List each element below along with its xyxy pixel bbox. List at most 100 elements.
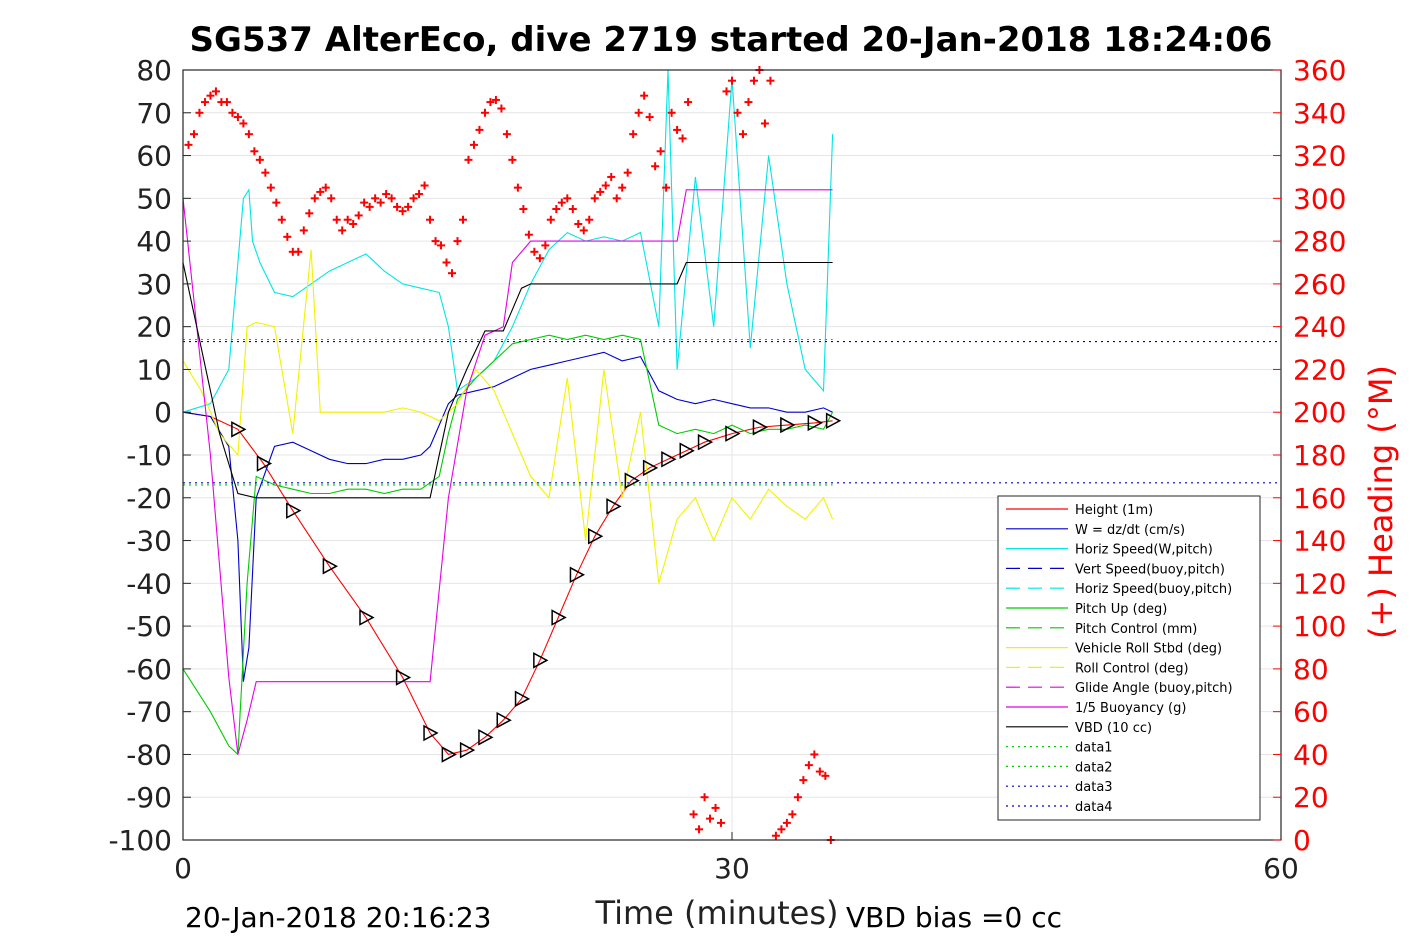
y-right-tick-label: 140 (1293, 525, 1346, 558)
heading-marker (546, 215, 555, 224)
heading-marker (662, 183, 671, 192)
heading-marker (491, 95, 500, 104)
heading-marker (541, 241, 550, 250)
heading-marker (327, 194, 336, 203)
legend-label: Glide Angle (buoy,pitch) (1075, 681, 1233, 696)
height-marker (231, 421, 247, 438)
y-axis-left: 80 70 60 50 40 30 20 10 0 -10 -20 -30 -40 -50 -60 -70 -8… (108, 54, 191, 857)
y-tick-label: 80 (136, 54, 172, 87)
y-right-tick-label: 260 (1293, 268, 1346, 301)
heading-marker (678, 134, 687, 143)
y-right-tick-label: 220 (1293, 353, 1346, 386)
legend-label: Horiz Speed(W,pitch) (1075, 543, 1213, 558)
y-right-tick-label: 0 (1293, 824, 1311, 857)
heading-marker (629, 130, 638, 139)
heading-marker (667, 108, 676, 117)
height-marker (606, 498, 622, 515)
heading-marker (711, 803, 720, 812)
heading-marker (673, 125, 682, 134)
height-marker (286, 502, 302, 519)
heading-marker (332, 215, 341, 224)
heading-marker (486, 98, 495, 107)
heading-marker (513, 183, 522, 192)
legend-label: data4 (1075, 800, 1113, 815)
y-tick-label: -30 (126, 525, 172, 558)
heading-marker (305, 209, 314, 218)
heading-marker (530, 247, 539, 256)
heading-marker (453, 237, 462, 246)
heading-marker (706, 814, 715, 823)
heading-marker (535, 254, 544, 263)
heading-marker (821, 771, 830, 780)
height-marker (752, 418, 769, 436)
y-tick-label: 60 (136, 140, 172, 173)
heading-marker (766, 76, 775, 85)
x-axis-label: Time (minutes) (595, 894, 839, 932)
height-marker (496, 711, 512, 729)
heading-marker (415, 190, 424, 199)
heading-marker (206, 91, 215, 100)
legend-label: data2 (1075, 760, 1113, 775)
height-marker (395, 669, 412, 686)
height-marker (551, 609, 567, 626)
height-marker (624, 472, 640, 489)
heading-marker (656, 147, 665, 156)
heading-marker (393, 202, 402, 211)
y-right-tick-label: 280 (1293, 225, 1346, 258)
heading-marker (777, 825, 786, 834)
legend-label: Vert Speed(buoy,pitch) (1075, 562, 1225, 577)
heading-marker (651, 162, 660, 171)
height-marker (533, 652, 549, 669)
legend-label: data1 (1075, 741, 1113, 756)
legend-label: W = dz/dt (cm/s) (1075, 523, 1185, 538)
heading-marker (771, 831, 780, 840)
y-right-tick-label: 360 (1293, 54, 1346, 87)
heading-marker (200, 98, 209, 107)
heading-marker (749, 76, 758, 85)
heading-marker (299, 226, 308, 235)
y-right-tick-label: 20 (1293, 781, 1329, 814)
y-tick-label: -10 (126, 439, 172, 472)
y-tick-label: -100 (108, 824, 172, 857)
heading-marker (799, 776, 808, 785)
y-right-tick-label: 100 (1293, 610, 1346, 643)
heading-marker (728, 76, 736, 85)
heading-marker (464, 155, 473, 164)
heading-marker (283, 232, 292, 241)
heading-marker (233, 113, 242, 122)
heading-marker (508, 155, 517, 164)
heading-marker (469, 140, 478, 149)
heading-marker (579, 226, 588, 235)
heading-marker (623, 168, 632, 177)
y-tick-label: 70 (136, 97, 172, 130)
heading-marker (788, 810, 797, 819)
legend-label: Horiz Speed(buoy,pitch) (1075, 582, 1232, 597)
legend-label: Pitch Control (mm) (1075, 622, 1197, 637)
heading-markers (184, 66, 835, 844)
heading-marker (607, 172, 616, 181)
y-right-tick-label: 160 (1293, 482, 1346, 515)
heading-marker (557, 198, 566, 207)
height-marker (478, 729, 494, 746)
y-tick-label: -80 (126, 738, 172, 771)
legend-label: Pitch Up (deg) (1075, 602, 1167, 617)
heading-marker (250, 147, 259, 156)
height-marker (423, 724, 439, 742)
heading-marker (360, 198, 369, 207)
heading-marker (310, 194, 319, 203)
legend-box (997, 495, 1261, 821)
heading-marker (239, 119, 248, 128)
heading-marker (404, 202, 413, 211)
y-right-tick-label: 60 (1293, 696, 1329, 729)
heading-marker (426, 215, 435, 224)
heading-marker (497, 104, 506, 113)
heading-marker (645, 113, 654, 122)
heading-marker (815, 767, 824, 776)
series-height-1m (182, 411, 833, 756)
y-tick-label: -20 (126, 482, 172, 515)
height-marker (359, 609, 375, 626)
heading-marker (321, 183, 330, 192)
heading-marker (365, 202, 374, 211)
heading-marker (684, 98, 693, 107)
